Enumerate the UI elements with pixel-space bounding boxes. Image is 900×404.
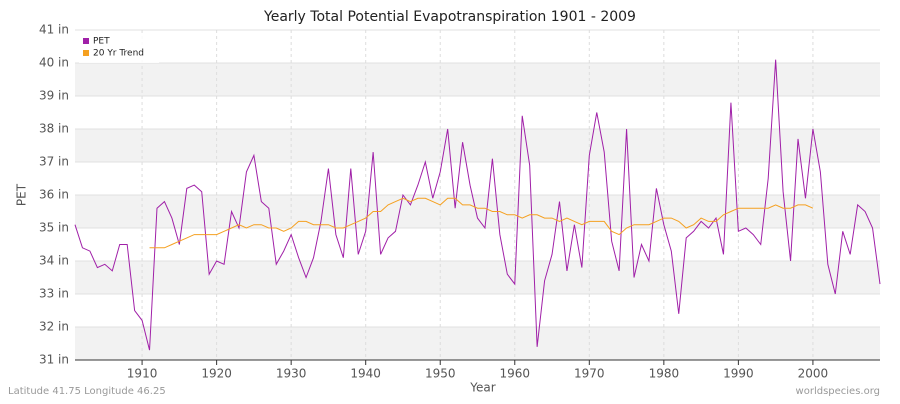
y-tick-label: 38 in (39, 122, 69, 136)
x-tick-label: 1960 (499, 367, 530, 381)
y-tick-label: 37 in (39, 155, 69, 169)
footer-left: Latitude 41.75 Longitude 46.25 (8, 386, 166, 397)
band (75, 63, 880, 96)
x-tick-label: 1930 (276, 367, 307, 381)
y-tick-label: 36 in (39, 188, 69, 202)
legend-swatch (83, 50, 89, 56)
y-tick-label: 33 in (39, 287, 69, 301)
chart-title: Yearly Total Potential Evapotranspiratio… (263, 9, 636, 25)
footer-right: worldspecies.org (796, 386, 880, 397)
x-tick-label: 1970 (574, 367, 605, 381)
x-tick-label: 1920 (201, 367, 232, 381)
band (75, 129, 880, 162)
series-line (149, 197, 814, 249)
band (75, 195, 880, 228)
y-tick-label: 39 in (39, 89, 69, 103)
legend-label: 20 Yr Trend (93, 49, 144, 59)
x-tick-label: 2000 (798, 367, 829, 381)
x-tick-label: 1950 (425, 367, 456, 381)
band (75, 261, 880, 294)
y-axis-label: PET (15, 183, 29, 206)
y-tick-label: 32 in (39, 320, 69, 334)
legend-swatch (83, 38, 89, 44)
legend-label: PET (93, 37, 110, 47)
band (75, 327, 880, 360)
x-tick-label: 1990 (723, 367, 754, 381)
x-axis-label: Year (469, 381, 495, 395)
x-tick-label: 1940 (350, 367, 381, 381)
y-tick-label: 35 in (39, 221, 69, 235)
x-tick-label: 1910 (127, 367, 158, 381)
y-tick-label: 40 in (39, 56, 69, 70)
y-tick-label: 41 in (39, 23, 69, 37)
series-line (74, 59, 881, 351)
legend-box (79, 33, 159, 63)
y-tick-label: 31 in (39, 353, 69, 367)
x-tick-label: 1980 (649, 367, 680, 381)
y-tick-label: 34 in (39, 254, 69, 268)
